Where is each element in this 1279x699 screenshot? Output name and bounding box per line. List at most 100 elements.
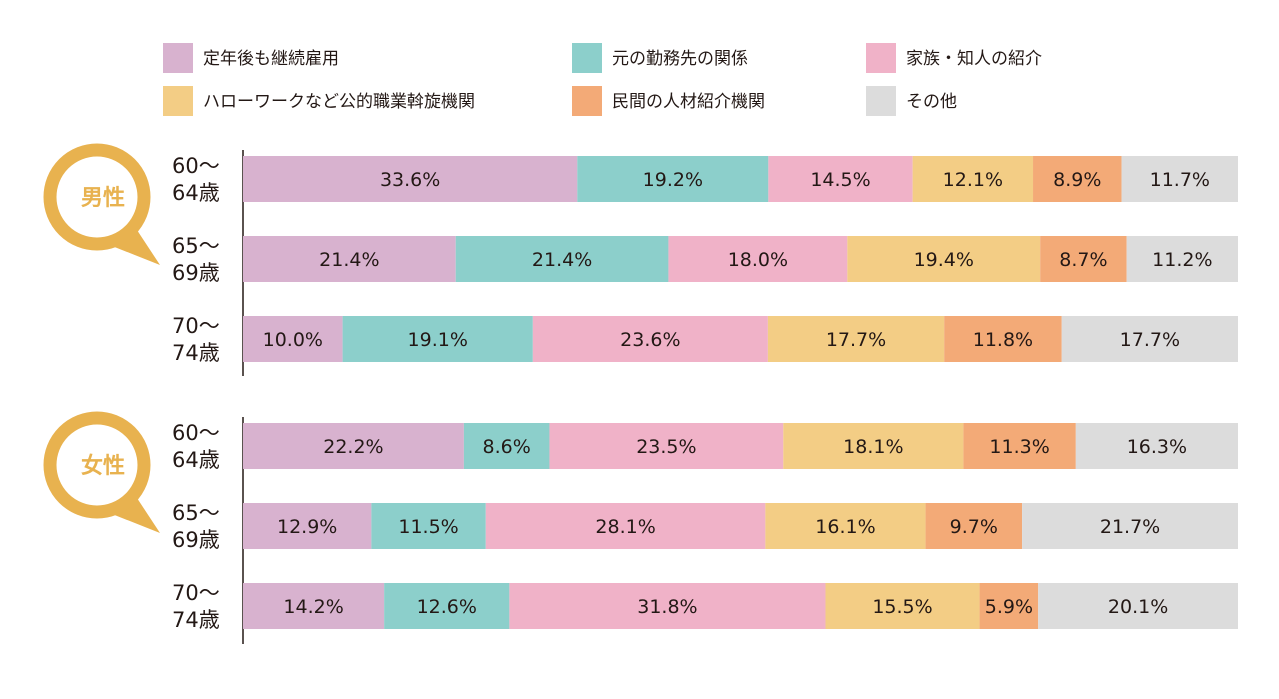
data-label: 21.4% [319, 249, 379, 271]
bar-segment [455, 236, 669, 282]
category-label: 74歳 [172, 608, 220, 632]
data-label: 16.3% [1127, 436, 1187, 458]
data-label: 18.1% [843, 436, 903, 458]
bar-segment [768, 156, 913, 202]
legend-swatch [572, 43, 602, 73]
bar-segment [979, 583, 1039, 629]
data-label: 23.6% [620, 329, 680, 351]
bar-segment [1038, 583, 1238, 629]
data-label: 8.7% [1059, 249, 1107, 271]
data-label: 19.1% [408, 329, 468, 351]
bar-segment [1040, 236, 1127, 282]
data-label: 17.7% [826, 329, 886, 351]
group-label: 女性 [81, 453, 125, 479]
legend-label: その他 [906, 92, 957, 112]
data-label: 17.7% [1120, 329, 1180, 351]
bubble-ring [43, 411, 151, 519]
data-label: 11.7% [1150, 169, 1210, 191]
legend-label: 民間の人材紹介機関 [612, 92, 765, 112]
bar-segment [243, 423, 464, 469]
legend-swatch [866, 86, 896, 116]
data-label: 11.5% [398, 516, 458, 538]
data-label: 19.4% [914, 249, 974, 271]
legend: 定年後も継続雇用 元の勤務先の関係 家族・知人の紹介ハローワークなど公的職業斡旋機関… [163, 43, 1042, 116]
data-label: 11.2% [1152, 249, 1212, 271]
data-label: 12.6% [417, 596, 477, 618]
bar-segment [243, 503, 372, 549]
data-label: 11.3% [989, 436, 1049, 458]
data-label: 5.9% [985, 596, 1033, 618]
data-label: 31.8% [637, 596, 697, 618]
bar-segment [1075, 423, 1238, 469]
bar-segment [668, 236, 848, 282]
bar-segment [847, 236, 1041, 282]
data-label: 28.1% [595, 516, 655, 538]
bar-segment [509, 583, 826, 629]
legend-label: 元の勤務先の関係 [612, 49, 748, 69]
data-label: 20.1% [1108, 596, 1168, 618]
data-label: 14.5% [810, 169, 870, 191]
legend-label: ハローワークなど公的職業斡旋機関 [203, 92, 475, 112]
bar-segment [243, 316, 343, 362]
bar-segment [243, 236, 456, 282]
bar-segment [783, 423, 964, 469]
axes: 60～ 64歳 65～ 69歳 70～ 74歳 60～ 64歳 65～ 69歳 70～ 74歳 [172, 150, 244, 644]
bar-segment [549, 423, 784, 469]
data-label: 23.5% [636, 436, 696, 458]
bar-segment [1022, 503, 1238, 549]
bar-segment [912, 156, 1034, 202]
bar-segment [243, 156, 578, 202]
category-label: 65～ [172, 234, 220, 258]
category-label: 60～ [172, 154, 220, 178]
legend-label: 定年後も継続雇用 [203, 49, 339, 69]
data-label: 10.0% [263, 329, 323, 351]
legend-swatch [866, 43, 896, 73]
category-label: 70～ [172, 314, 220, 338]
bar-segment [767, 316, 945, 362]
category-label: 64歳 [172, 448, 220, 472]
data-label: 8.9% [1053, 169, 1101, 191]
category-label: 74歳 [172, 341, 220, 365]
bubble-ring [43, 143, 151, 251]
legend-swatch [163, 43, 193, 73]
bar-segment [342, 316, 533, 362]
bar-segment [1033, 156, 1122, 202]
data-label: 21.7% [1100, 516, 1160, 538]
category-label: 69歳 [172, 261, 220, 285]
data-label: 9.7% [950, 516, 998, 538]
legend-label: 家族・知人の紹介 [906, 49, 1042, 69]
bars: 33.6% 19.2% 14.5% 12.1% 8.9% 11.7% 21.4% 21.4% 1… [243, 156, 1238, 629]
group-label: 男性 [81, 186, 125, 211]
bar-segment [485, 503, 766, 549]
data-label: 18.0% [728, 249, 788, 271]
bar-segment [1121, 156, 1238, 202]
bar-segment [963, 423, 1076, 469]
data-label: 22.2% [323, 436, 383, 458]
bar-segment [925, 503, 1023, 549]
bar-segment [532, 316, 768, 362]
data-label: 21.4% [532, 249, 592, 271]
category-label: 65～ [172, 501, 220, 525]
legend-swatch [572, 86, 602, 116]
category-label: 60～ [172, 421, 220, 445]
data-label: 16.1% [815, 516, 875, 538]
data-label: 8.6% [483, 436, 531, 458]
bar-segment [765, 503, 926, 549]
data-label: 33.6% [380, 169, 440, 191]
bar-segment [384, 583, 510, 629]
data-label: 12.1% [943, 169, 1003, 191]
legend-swatch [163, 86, 193, 116]
bar-segment [243, 583, 385, 629]
data-label: 12.9% [277, 516, 337, 538]
bar-segment [577, 156, 769, 202]
bar-segment [1126, 236, 1238, 282]
bar-segment [463, 423, 550, 469]
data-label: 15.5% [872, 596, 932, 618]
category-label: 69歳 [172, 528, 220, 552]
data-label: 14.2% [283, 596, 343, 618]
bar-segment [371, 503, 486, 549]
data-label: 19.2% [643, 169, 703, 191]
bar-segment [1061, 316, 1238, 362]
